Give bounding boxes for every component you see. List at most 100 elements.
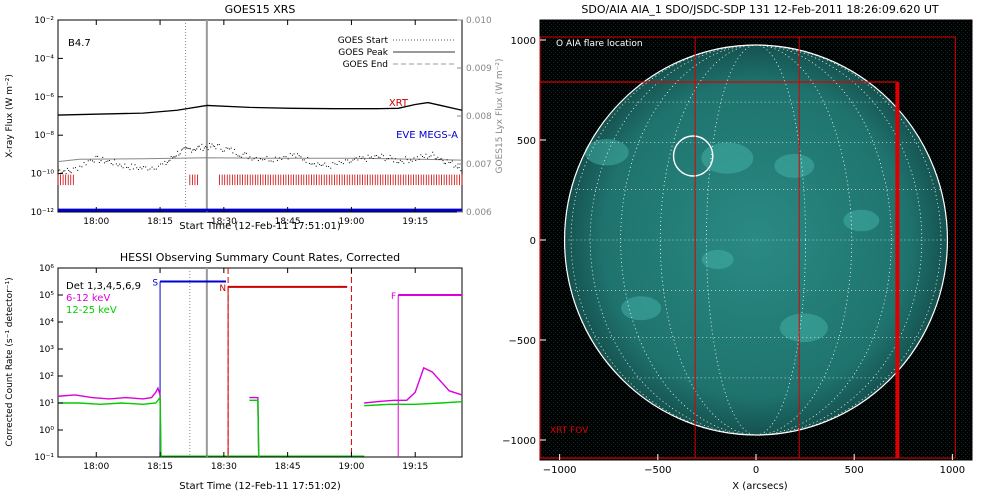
goes-xtick-label: 19:00 bbox=[338, 217, 364, 227]
goes-dot bbox=[432, 151, 434, 153]
goes-dot bbox=[460, 170, 462, 172]
hessi-line-12-25-keV bbox=[249, 399, 260, 458]
goes-dot bbox=[222, 150, 224, 152]
goes-ylabel: X-ray Flux (W m⁻²) bbox=[5, 74, 15, 158]
goes-dot bbox=[266, 155, 268, 157]
goes-dot bbox=[235, 153, 237, 155]
aia-xtick-label: −1000 bbox=[543, 465, 577, 476]
legend-goes-peak: GOES Peak bbox=[338, 48, 388, 58]
goes-dot bbox=[319, 164, 321, 166]
goes-dot bbox=[126, 166, 128, 168]
goes-dot bbox=[182, 148, 184, 150]
goes-dot bbox=[124, 163, 126, 165]
goes-dot bbox=[186, 147, 188, 149]
goes-dot bbox=[317, 162, 319, 164]
goes-dot bbox=[85, 164, 87, 166]
goes-dot bbox=[416, 156, 418, 158]
goes-dot bbox=[87, 160, 89, 162]
goes-dot bbox=[260, 158, 261, 160]
goes-dot bbox=[434, 158, 436, 160]
goes-dot bbox=[66, 167, 68, 169]
goes-dot bbox=[352, 159, 354, 161]
goes-dot bbox=[230, 147, 232, 149]
goes-dot bbox=[206, 146, 208, 148]
goes-dot bbox=[376, 154, 378, 156]
goes-dot bbox=[60, 172, 62, 174]
hessi-ytick-label: 10² bbox=[39, 372, 54, 382]
goes-dot bbox=[93, 161, 95, 163]
goes-dot bbox=[189, 148, 191, 150]
goes-xlabel: Start Time (12-Feb-11 17:51:01) bbox=[179, 221, 341, 232]
goes-dot bbox=[369, 157, 371, 159]
goes-xtick-label: 18:45 bbox=[275, 217, 301, 227]
goes-dot bbox=[272, 161, 274, 163]
goes-dot bbox=[293, 153, 295, 155]
goes-dot bbox=[350, 161, 352, 163]
goes-dot bbox=[177, 150, 179, 152]
hessi-legend: Det 1,3,4,5,6,9 6-12 keV 12-25 keV bbox=[66, 281, 141, 316]
goes-dot bbox=[110, 163, 112, 165]
goes-dot bbox=[274, 156, 276, 158]
goes-dot bbox=[374, 155, 376, 157]
hessi-title: HESSI Observing Summary Count Rates, Cor… bbox=[120, 251, 400, 264]
active-region bbox=[843, 209, 880, 232]
goes-dot bbox=[336, 164, 338, 166]
goes-dot bbox=[340, 162, 342, 164]
aia-xtick-label: 0 bbox=[753, 465, 759, 476]
goes-dot bbox=[328, 166, 330, 168]
flare-location-circle bbox=[672, 135, 714, 177]
goes-dot bbox=[58, 169, 59, 171]
goes-dot bbox=[187, 147, 189, 149]
goes-xtick-label: 18:30 bbox=[211, 217, 237, 227]
goes-dot bbox=[129, 169, 131, 171]
goes-dot bbox=[245, 152, 247, 154]
goes-dot bbox=[173, 156, 175, 158]
goes-y2tick-label: 0.010 bbox=[466, 16, 492, 26]
goes-dot bbox=[441, 158, 443, 160]
goes-dot bbox=[102, 156, 104, 158]
goes-dot bbox=[353, 158, 355, 160]
goes-dot bbox=[283, 156, 285, 158]
longitude-line bbox=[570, 44, 942, 436]
active-region bbox=[774, 153, 815, 178]
solar-limb bbox=[563, 44, 949, 436]
aia-ytick-label: 500 bbox=[517, 136, 536, 147]
goes-dot bbox=[132, 168, 134, 170]
goes-dot bbox=[179, 153, 181, 155]
goes-dot bbox=[207, 149, 209, 151]
legend-6-12kev: 6-12 keV bbox=[66, 293, 110, 304]
hessi-plot-area bbox=[57, 267, 463, 458]
goes-dot bbox=[149, 168, 151, 170]
goes-dot bbox=[410, 159, 412, 161]
goes-dot bbox=[210, 146, 212, 148]
goes-dot bbox=[303, 159, 305, 161]
goes-dot bbox=[64, 170, 66, 172]
goes-dot bbox=[178, 154, 180, 156]
goes-dot bbox=[157, 165, 159, 167]
goes-dot bbox=[242, 153, 244, 155]
goes-dot bbox=[183, 147, 185, 149]
goes-dot bbox=[450, 162, 452, 164]
goes-dot bbox=[422, 156, 424, 158]
xrt-line bbox=[57, 101, 463, 116]
goes-dot bbox=[251, 159, 253, 161]
hessi-xtick-label: 19:15 bbox=[402, 462, 428, 472]
goes-dot bbox=[289, 153, 291, 155]
goes-dot bbox=[98, 161, 100, 163]
goes-dot bbox=[300, 156, 302, 158]
goes-dot bbox=[95, 155, 97, 157]
hessi-line-12-25-keV bbox=[364, 400, 463, 407]
state-bar-label-S: S bbox=[152, 279, 158, 289]
goes-dot bbox=[347, 159, 349, 161]
goes-dot bbox=[330, 167, 332, 169]
goes-dot bbox=[277, 159, 279, 161]
goes-dot bbox=[234, 148, 236, 150]
goes-dot bbox=[411, 160, 413, 162]
goes-dot bbox=[134, 164, 136, 166]
goes-dot bbox=[415, 160, 417, 162]
goes-dot bbox=[114, 159, 116, 161]
goes-axes: 18:00 18:15 18:30 18:45 19:00 19:15 10⁻² 10⁻⁴ 10… bbox=[31, 16, 492, 227]
goes-dot bbox=[314, 163, 316, 165]
hessi-ytick-label: 10⁴ bbox=[39, 318, 54, 328]
goes-dot bbox=[166, 162, 168, 164]
